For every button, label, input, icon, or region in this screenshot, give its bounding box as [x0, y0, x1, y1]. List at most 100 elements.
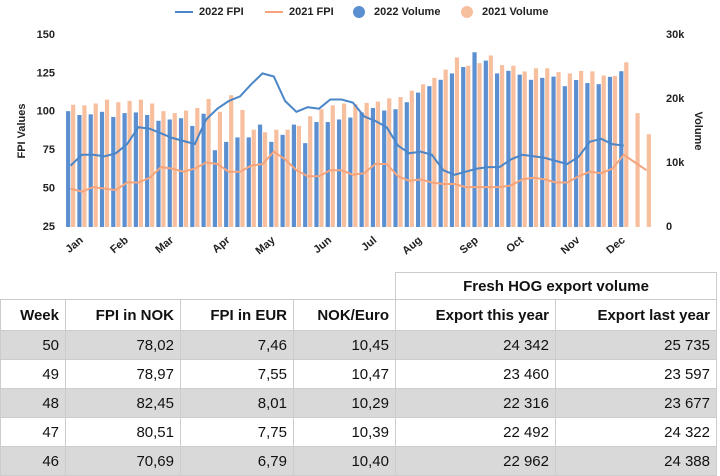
- bar: [330, 105, 335, 227]
- table-cell: 22 316: [395, 388, 556, 418]
- table-cell: 22 962: [395, 446, 556, 476]
- bar: [364, 102, 369, 227]
- bar: [77, 115, 82, 227]
- bar: [183, 110, 189, 227]
- y-tick-label: 25: [43, 221, 55, 233]
- table-cell: 8,01: [180, 388, 294, 418]
- y-tick-label: 150: [37, 29, 55, 41]
- bar: [274, 129, 279, 227]
- x-tick-label: Jun: [311, 234, 334, 256]
- bar: [596, 84, 601, 227]
- legend-label: 2021 FPI: [289, 6, 334, 18]
- bar: [567, 73, 572, 228]
- bar: [574, 80, 579, 227]
- bar: [398, 97, 403, 227]
- bar: [427, 86, 432, 227]
- table-cell: 47: [0, 417, 66, 447]
- bar: [409, 90, 414, 228]
- bar: [348, 117, 353, 227]
- bar: [624, 62, 629, 227]
- bar: [517, 74, 522, 228]
- table-cell: 78,97: [65, 359, 181, 389]
- table-cell: Fresh HOG export volume: [395, 272, 717, 300]
- bar: [619, 71, 624, 227]
- x-tick-label: Aug: [400, 234, 424, 257]
- y-axis-label: FPI Values: [16, 103, 28, 158]
- x-tick-label: Dec: [604, 234, 627, 256]
- x-tick-label: Sep: [458, 234, 481, 256]
- x-tick-label: Apr: [210, 234, 233, 256]
- x-tick-label: Nov: [559, 234, 583, 257]
- table-cell: 10,39: [293, 417, 396, 447]
- table-cell: 10,40: [293, 446, 396, 476]
- bar: [461, 67, 466, 227]
- table-row: 46 70,69 6,79 10,40 22 962 24 388: [0, 446, 717, 476]
- y2-tick-label: 10k: [666, 157, 685, 169]
- bar: [212, 150, 217, 227]
- bar: [82, 105, 87, 227]
- bar: [540, 77, 545, 227]
- y2-tick-label: 20k: [666, 93, 685, 105]
- table-cell: 24 342: [395, 330, 556, 360]
- y-tick-label: 100: [37, 106, 55, 118]
- bar: [224, 141, 229, 227]
- bar: [585, 83, 590, 227]
- legend-label: 2022 FPI: [199, 6, 244, 18]
- bar: [382, 110, 387, 227]
- table-cell: 6,79: [180, 446, 294, 476]
- bar: [551, 76, 556, 227]
- table-cell: 7,55: [180, 359, 294, 389]
- bar: [178, 118, 184, 227]
- bar: [438, 79, 443, 227]
- bar: [466, 65, 471, 227]
- table-cell: FPI in EUR: [180, 299, 294, 331]
- bar: [291, 124, 297, 227]
- bar: [370, 107, 376, 227]
- bar: [454, 57, 460, 228]
- table-row: Week FPI in NOK FPI in EUR NOK/Euro Export t…: [0, 299, 717, 331]
- bar: [217, 111, 222, 227]
- bar: [285, 129, 290, 227]
- line: [70, 150, 647, 193]
- table-row: 47 80,51 7,75 10,39 22 492 24 322: [0, 417, 717, 447]
- bar: [545, 68, 550, 227]
- table-cell: 82,45: [65, 388, 181, 418]
- bar: [533, 68, 539, 227]
- table-cell: 23 677: [555, 388, 717, 418]
- y-tick-label: 75: [43, 144, 55, 156]
- legend-label: 2022 Volume: [374, 6, 440, 18]
- bar: [472, 52, 477, 227]
- bar: [404, 102, 409, 227]
- bar: [359, 112, 364, 227]
- bar: [235, 137, 240, 227]
- legend-swatch: [461, 6, 473, 18]
- y2-tick-label: 0: [666, 221, 672, 233]
- bar: [607, 76, 613, 227]
- table-cell: 78,02: [65, 330, 181, 360]
- bar: [251, 129, 256, 227]
- bar: [556, 72, 561, 228]
- table-row: Fresh HOG export volume: [1, 272, 717, 300]
- bar: [104, 99, 110, 227]
- bar: [325, 122, 330, 227]
- bar: [495, 73, 500, 228]
- bar: [387, 98, 392, 227]
- table-cell: 10,47: [293, 359, 396, 389]
- bar: [93, 103, 98, 227]
- y2-tick-label: 30k: [666, 29, 685, 41]
- bar: [111, 116, 116, 227]
- bar: [161, 111, 166, 227]
- bar: [262, 132, 268, 227]
- table-cell: [1, 273, 396, 300]
- table-cell: 25 735: [555, 330, 717, 360]
- table-cell: FPI in NOK: [65, 299, 181, 331]
- table-cell: Export last year: [555, 299, 717, 331]
- bar: [246, 137, 251, 227]
- bar: [167, 119, 172, 227]
- bar: [449, 73, 455, 228]
- bar: [393, 109, 398, 227]
- table-row: 50 78,02 7,46 10,45 24 342 25 735: [0, 330, 717, 360]
- bar: [646, 134, 651, 227]
- table-cell: 48: [0, 388, 66, 418]
